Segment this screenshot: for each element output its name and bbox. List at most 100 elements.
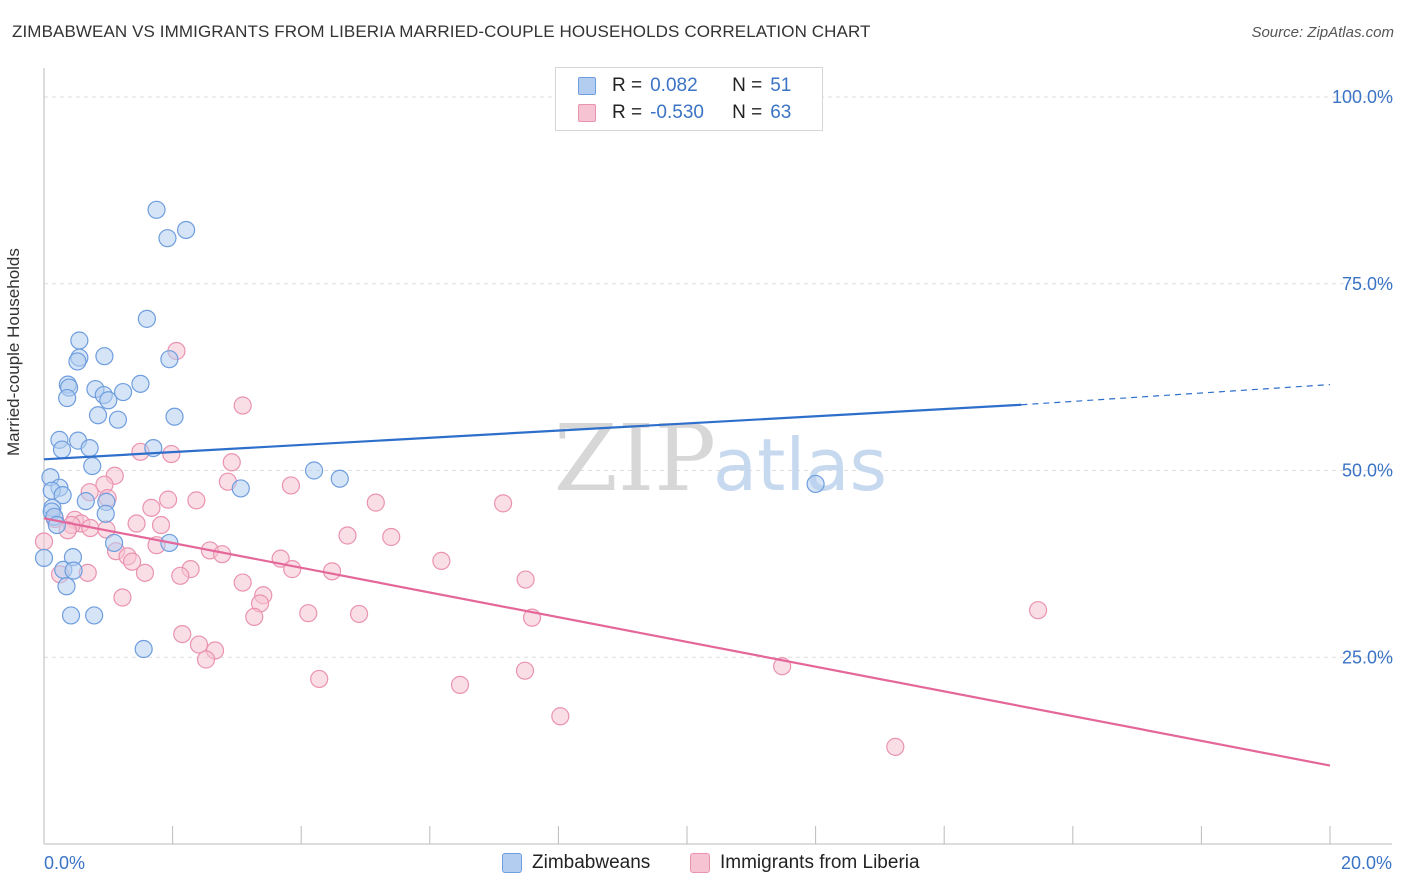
legend-label: Zimbabweans [532,852,651,873]
pink-swatch [578,104,596,122]
data-point [338,526,357,545]
data-point [173,624,192,644]
y-tick-labels: 25.0% 50.0% 75.0% 100.0% [1332,87,1393,667]
y-tick-label: 50.0% [1342,461,1393,481]
legend-label: Immigrants from Liberia [720,852,920,873]
axes [43,68,1392,845]
data-point [886,737,905,756]
data-point [113,382,133,402]
series-zimbabweans-points [34,200,825,659]
data-point [382,527,401,547]
data-point [233,573,252,592]
trend-line-zimbabweans [43,403,1022,461]
data-point [1028,601,1048,620]
data-point [80,438,99,458]
data-point [34,532,54,551]
data-point [70,331,89,350]
data-point [104,533,124,553]
data-point [162,444,181,464]
data-point [122,552,142,571]
y-tick-label: 75.0% [1342,274,1393,294]
data-point [57,577,76,596]
data-point [160,350,179,369]
data-point [330,469,349,488]
stats-row-liberia: R = -0.530 N = 63 [578,99,842,127]
data-point [310,669,329,689]
data-point [127,514,146,533]
data-point [68,352,87,371]
data-point [283,560,302,579]
data-point [85,606,104,625]
x-tick-label-max: 20.0% [1340,853,1392,873]
data-point [58,388,77,408]
trend-line-liberia [43,517,1331,767]
r-value: 0.082 [650,75,698,96]
data-point [165,407,184,426]
data-point [806,474,825,494]
data-point [322,562,342,581]
data-point [349,604,369,624]
n-label: N = [732,102,763,123]
data-point [61,606,81,625]
chart-title: ZIMBABWEAN VS IMMIGRANTS FROM LIBERIA MA… [12,22,871,41]
data-point [96,504,115,523]
data-point [142,498,161,517]
legend-item-liberia[interactable]: Immigrants from Liberia [690,852,920,874]
data-point [187,491,206,510]
stats-legend-box: R = 0.082 N = 51 R = -0.530 N = 63 [555,67,823,131]
data-point [494,494,513,513]
data-point [366,493,385,512]
r-value: -0.530 [650,102,704,123]
data-point [196,650,216,669]
data-point [281,476,301,495]
data-point [52,440,72,459]
n-value: 51 [770,75,792,96]
watermark-atlas: atlas [713,423,887,507]
data-point [450,675,470,694]
data-point [134,639,153,659]
r-label: R = [612,75,643,96]
blue-swatch [578,77,596,95]
data-point [88,406,108,425]
data-point [151,515,171,535]
data-point [135,563,155,582]
data-point [158,229,177,248]
data-point [53,486,72,505]
y-tick-label: 100.0% [1332,87,1393,107]
stats-row-zimbabweans: R = 0.082 N = 51 [578,72,842,100]
grid-lines [44,96,1392,658]
data-point [177,220,196,240]
data-point [137,309,156,328]
data-point [95,347,114,366]
data-point [76,492,95,511]
series-liberia-points [34,341,1048,756]
pink-swatch [690,853,710,873]
y-tick-label: 25.0% [1342,647,1393,667]
watermark-zip: ZIP [554,405,716,512]
data-point [304,461,324,480]
data-point [233,396,252,415]
data-point [299,604,318,623]
data-point [189,635,209,654]
data-point [64,561,83,580]
trend-line-zimbabweans-extension [1021,383,1331,406]
n-value: 63 [770,102,792,123]
data-point [34,548,54,567]
data-point [432,551,451,570]
n-label: N = [732,75,763,96]
data-point [245,607,264,627]
source-credit: Source: ZipAtlas.com [1251,24,1394,41]
blue-swatch [502,853,522,873]
bottom-legend: Zimbabweans Immigrants from Liberia [0,852,1406,876]
data-point [158,490,178,509]
data-point [222,453,241,472]
r-label: R = [612,102,643,123]
data-point [131,374,150,393]
legend-item-zimbabweans[interactable]: Zimbabweans [502,852,650,874]
data-point [171,566,190,585]
data-point [113,588,132,607]
x-tick-label-min: 0.0% [44,853,86,873]
data-point [231,479,250,498]
data-point [516,570,535,589]
